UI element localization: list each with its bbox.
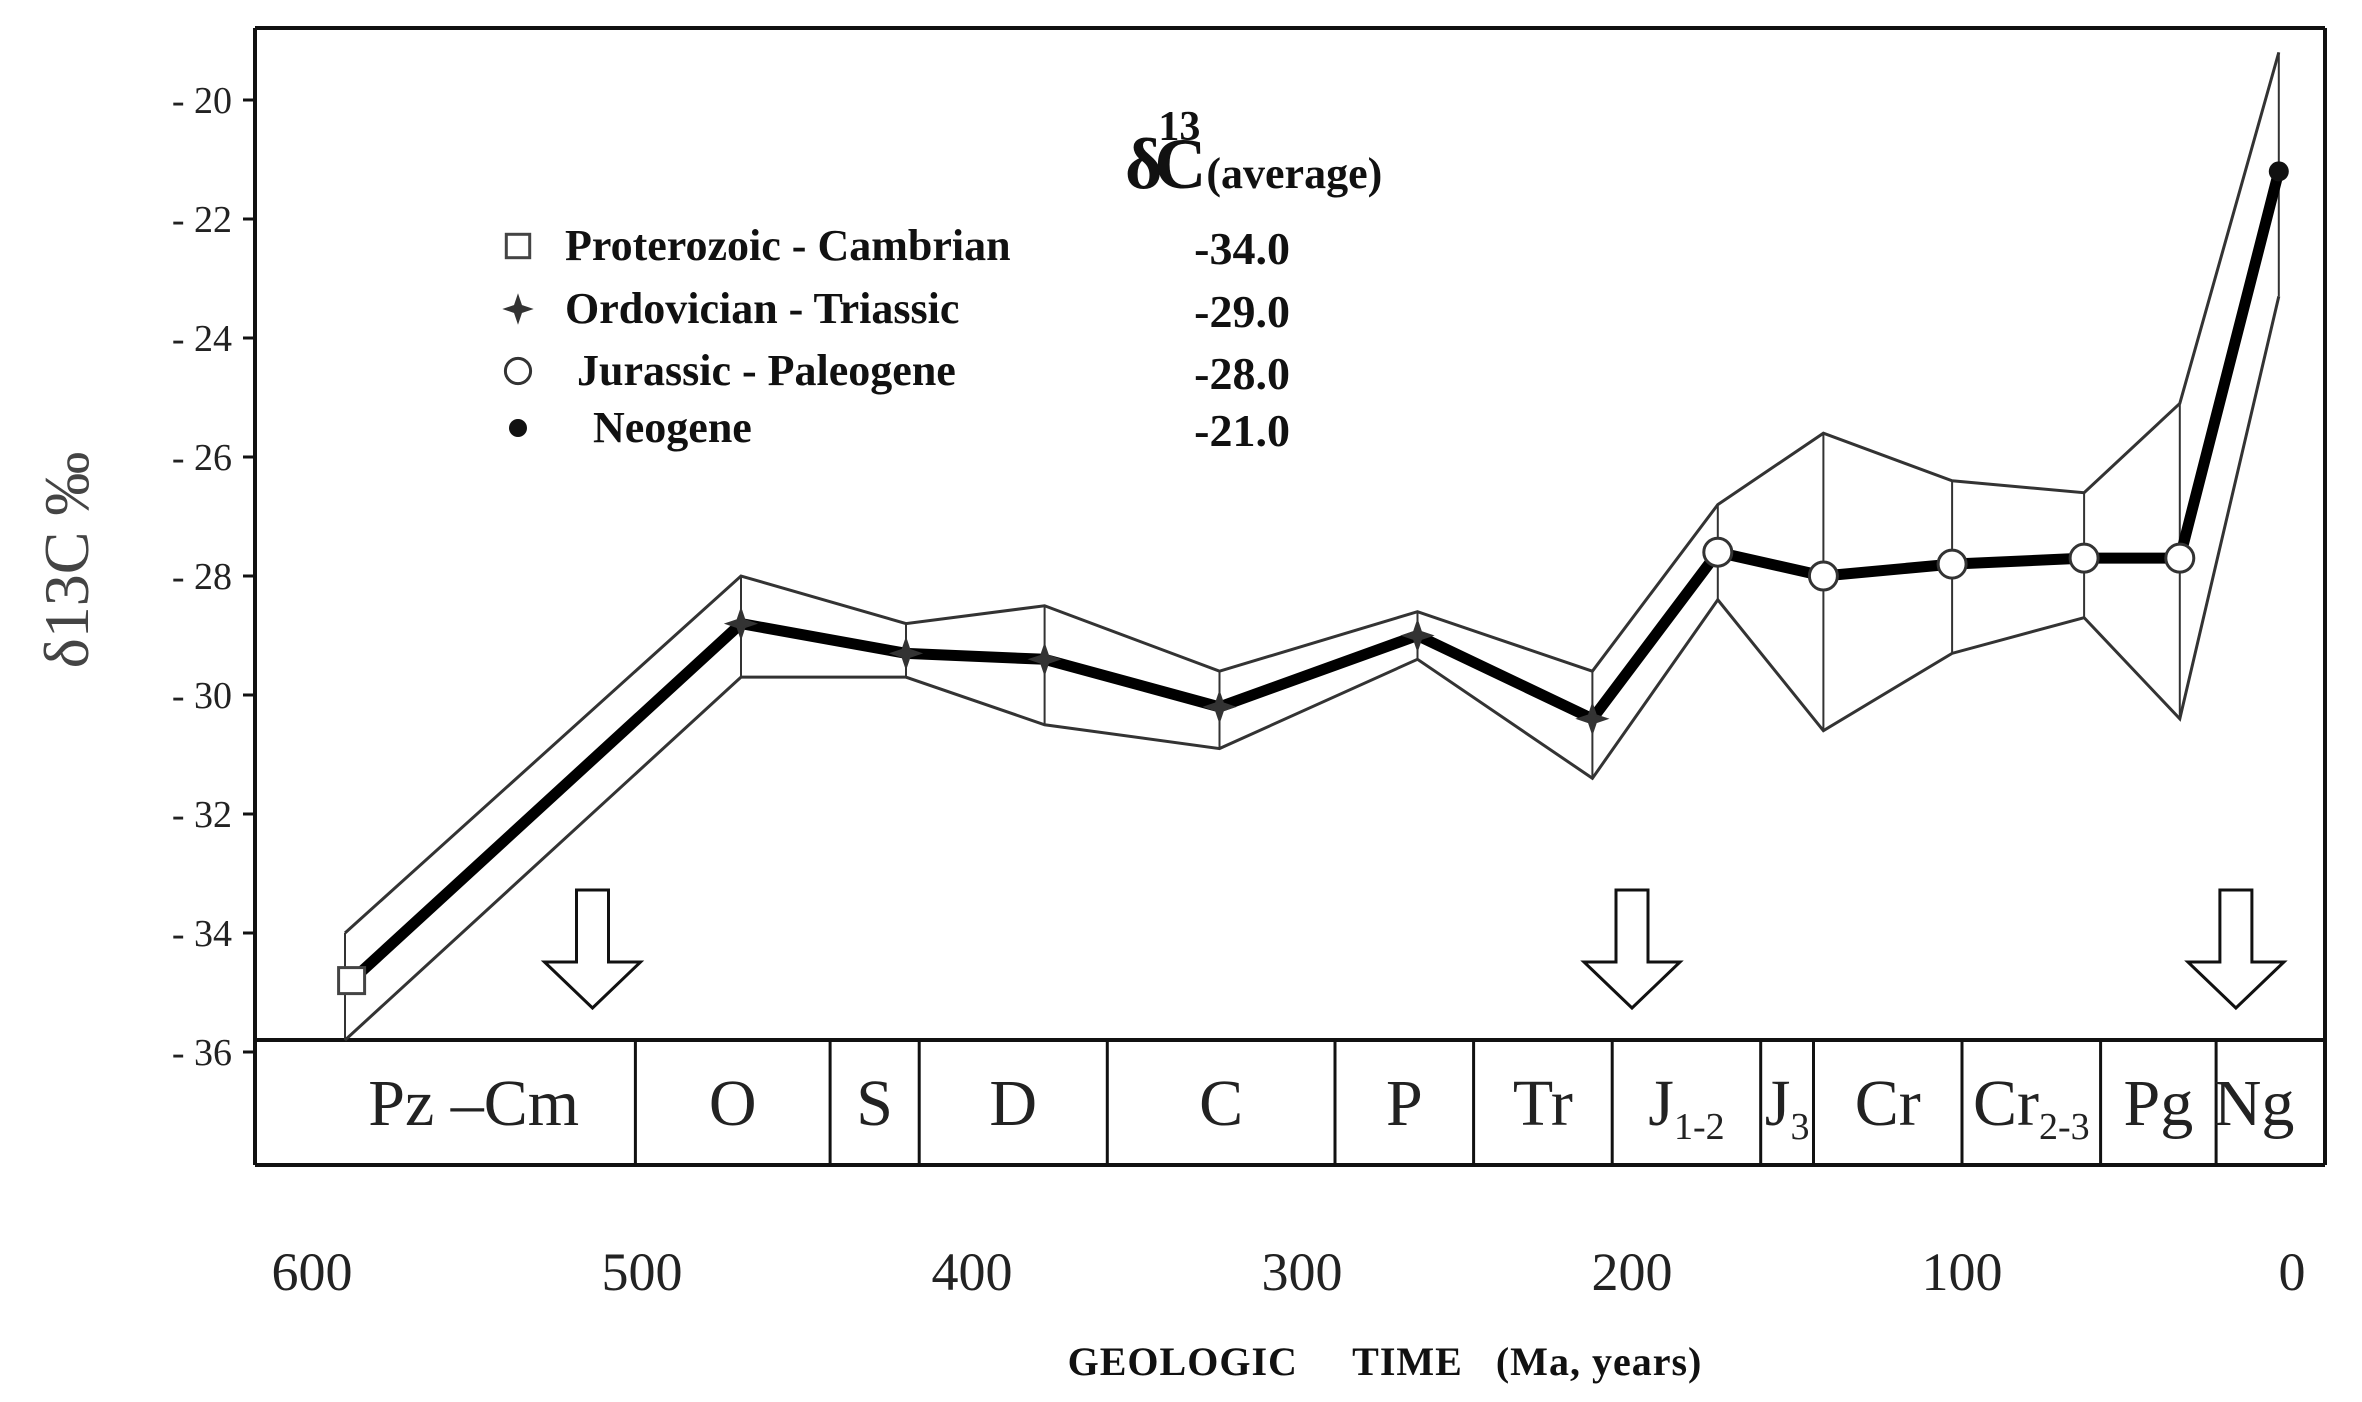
period-label: P (1386, 1067, 1423, 1140)
legend-label: Ordovician - Triassic (565, 284, 959, 333)
y-tick-label: - 26 (172, 437, 232, 479)
square-marker (504, 232, 532, 260)
y-tick-label: - 30 (172, 675, 232, 717)
circle-marker (1807, 560, 1839, 592)
y-tick-label: - 28 (172, 556, 232, 598)
arrows-group (540, 888, 2288, 1011)
chart-title: δ13C(average) (1125, 104, 1382, 204)
period-label: J1-2 (1648, 1067, 1724, 1148)
y-tick-label: - 20 (172, 80, 232, 122)
star-marker (1400, 618, 1435, 653)
star-marker (888, 636, 924, 671)
title-sub: (average) (1206, 149, 1382, 198)
legend-value: -29.0 (1194, 286, 1290, 337)
plot-frame (253, 26, 2327, 1167)
star-marker (723, 606, 759, 641)
circle-marker (503, 356, 533, 386)
y-tick-label: - 36 (172, 1032, 232, 1074)
x-tick-label: 0 (2279, 1242, 2306, 1302)
x-tick-label: 200 (1592, 1242, 1673, 1302)
title-sup: 13 (1158, 104, 1200, 150)
period-label: Pz –Cm (368, 1067, 579, 1140)
boundary-arrow (540, 888, 645, 1011)
star-marker (1202, 689, 1237, 725)
legend-label: Jurassic - Paleogene (577, 346, 956, 395)
y-tick-label: - 34 (172, 913, 232, 955)
legend-label: Proterozoic - Cambrian (565, 221, 1011, 270)
legend-value: -21.0 (1194, 405, 1290, 456)
period-label: Cr (1855, 1067, 1921, 1140)
y-tick-label: - 24 (172, 318, 232, 360)
y-axis-title: δ13C ‰ (31, 452, 102, 669)
dot-marker (509, 419, 527, 437)
x-tick-label: 400 (932, 1242, 1013, 1302)
period-label: Ng (2214, 1067, 2295, 1140)
legend-label: Neogene (593, 403, 752, 452)
y-tick-label: - 22 (172, 199, 232, 241)
period-label: J3 (1765, 1067, 1810, 1148)
star-marker (502, 293, 534, 325)
circle-marker (1936, 548, 1968, 580)
star-marker (1027, 642, 1062, 677)
x-ticks: 600 500 400 300 200 100 0 (272, 1242, 2306, 1302)
period-label: S (856, 1067, 893, 1140)
boundary-arrow (1580, 888, 1684, 1011)
period-label: O (709, 1067, 757, 1140)
star-marker (1575, 701, 1610, 736)
legend-value: -28.0 (1194, 348, 1290, 399)
x-tick-label: 600 (272, 1242, 353, 1302)
title-delta: δ (1125, 124, 1162, 204)
period-label: Tr (1513, 1067, 1573, 1140)
period-band: Pz –Cm O S D C P Tr J1-2 J3 Cr Cr2-3 Pg Ng (368, 1040, 2294, 1165)
x-tick-label: 100 (1922, 1242, 2003, 1302)
y-tick-label: - 32 (172, 794, 232, 836)
period-label: D (989, 1067, 1037, 1140)
period-label: Pg (2123, 1067, 2193, 1140)
period-label: C (1199, 1067, 1243, 1140)
square-marker (337, 966, 367, 996)
circle-marker (1702, 536, 1734, 568)
envelope-group (343, 51, 2281, 1042)
circle-marker (2164, 542, 2196, 574)
legend: Proterozoic - Cambrian -34.0 Ordovician - … (502, 221, 1290, 456)
markers-group (337, 161, 2289, 996)
circle-marker (2068, 542, 2100, 574)
boundary-arrow (2184, 888, 2288, 1011)
dot-marker (2268, 161, 2289, 182)
title-c: C (1154, 124, 1206, 204)
x-tick-label: 300 (1262, 1242, 1343, 1302)
legend-value: -34.0 (1194, 223, 1290, 274)
x-axis-title: GEOLOGIC TIME (Ma, years) (1068, 1339, 1703, 1384)
x-tick-label: 500 (602, 1242, 683, 1302)
y-ticks: - 20 - 22 - 24 - 26 - 28 - 30 - 32 - 34 - 36 (172, 80, 255, 1074)
period-label: Cr2-3 (1973, 1067, 2090, 1148)
